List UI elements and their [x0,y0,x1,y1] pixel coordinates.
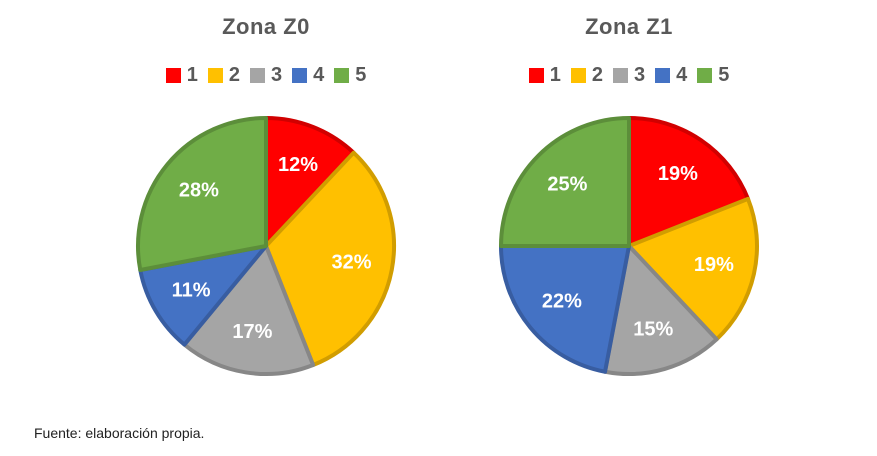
slice-label-5: 25% [547,173,587,195]
legend-label: 1 [549,64,561,86]
slice-label-3: 17% [232,321,272,343]
slice-label-5: 28% [179,180,219,202]
legend-item-2: 2 [570,64,603,87]
legend-label: 3 [633,64,646,86]
legend-item-5: 5 [697,64,729,87]
legend-item-1: 1 [165,64,198,87]
legend-label: 2 [228,64,240,86]
chart-title: Zona Z1 [585,14,673,39]
pie-slice-5 [499,116,631,248]
pie-slice-2 [627,196,759,342]
pie-chart-z0: Zona Z0 1 2 3 4 5 12% 32% 17% 11% 28% [66,0,466,400]
legend-label: 5 [718,64,730,86]
pie-slice-1 [627,116,751,248]
pie-slice-4 [499,244,631,374]
legend-swatch [292,68,308,83]
legend-item-4: 4 [292,64,324,87]
pie-slice-5 [136,116,268,272]
legend-item-5: 5 [334,64,366,87]
slice-label-3: 15% [633,319,673,341]
slice-label-1: 19% [658,163,698,185]
slice-label-4: 22% [542,290,582,312]
legend-swatch [612,68,628,83]
pie-slice-2 [264,150,396,368]
legend-item-2: 2 [207,64,240,87]
legend-label: 1 [186,64,198,86]
legend-swatch [570,68,586,83]
pie-slice-4 [138,244,268,347]
legend-swatch [655,68,671,83]
slice-label-1: 12% [278,154,318,176]
legend-item-3: 3 [249,64,283,87]
slice-label-2: 32% [331,251,371,273]
legend-item-3: 3 [612,64,646,87]
legend-swatch [697,68,713,83]
chart-title: Zona Z0 [222,14,310,39]
legend-label: 3 [270,64,283,86]
legend-label: 2 [591,64,603,86]
pie-svg: 19% 19% 15% 22% 25% [499,116,759,376]
pie-slice-3 [603,244,719,376]
legend-label: 4 [313,64,325,86]
pie-chart-z1: Zona Z1 1 2 3 4 5 19% 19% 15% 22% 25% [429,0,829,400]
legend-swatch [165,68,181,83]
slice-label-4: 11% [172,279,211,301]
legend-item-4: 4 [655,64,687,87]
pie-svg: 12% 32% 17% 11% 28% [136,116,396,376]
legend-swatch [249,68,265,83]
source-note: Fuente: elaboración propia. [34,425,205,441]
legend-label: 5 [355,64,367,86]
pie-slice-1 [264,116,356,248]
pie-slice-3 [182,244,316,376]
legend-item-1: 1 [528,64,561,87]
legend-swatch [207,68,223,83]
legend-swatch [528,68,544,83]
slice-label-2: 19% [694,254,734,276]
legend-swatch [334,68,350,83]
legend-label: 4 [676,64,688,86]
chart-legend: 1 2 3 4 5 [66,64,466,87]
chart-legend: 1 2 3 4 5 [429,64,829,87]
